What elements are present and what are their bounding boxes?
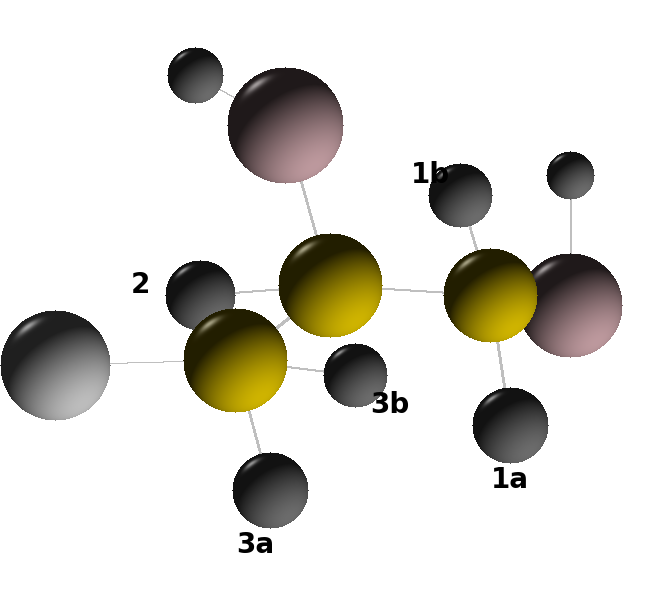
Text: 1a: 1a: [491, 466, 529, 494]
Text: 2: 2: [131, 271, 150, 299]
Text: 1b: 1b: [410, 161, 450, 189]
Text: 3a: 3a: [236, 531, 274, 559]
Text: 3b: 3b: [371, 391, 410, 419]
